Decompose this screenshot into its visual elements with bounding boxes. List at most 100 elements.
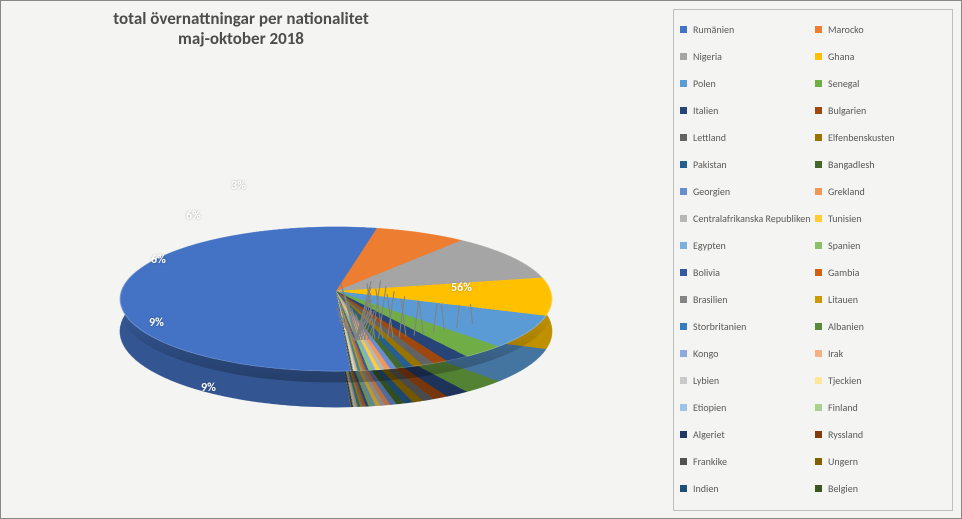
legend-item: Marocko xyxy=(815,16,946,43)
legend-swatch xyxy=(680,107,687,114)
legend-label: Lybien xyxy=(693,374,719,387)
legend-item: Algeriet xyxy=(680,421,811,448)
slice-pct-label: 9% xyxy=(149,316,164,330)
legend-swatch xyxy=(680,134,687,141)
legend-label: Irak xyxy=(828,347,843,360)
legend-label: Albanien xyxy=(828,320,864,333)
legend-label: Algeriet xyxy=(693,428,725,441)
legend-item: Grekland xyxy=(815,178,946,205)
legend-item: Litauen xyxy=(815,286,946,313)
legend-swatch xyxy=(680,377,687,384)
legend-swatch xyxy=(680,26,687,33)
legend-label: Jordanien xyxy=(828,509,868,511)
legend-swatch xyxy=(815,53,822,60)
pie-chart: 56%9%9%6%6%3% xyxy=(41,71,651,501)
legend-label: Egypten xyxy=(693,239,726,252)
legend-item: Kongo xyxy=(680,340,811,367)
legend-label: Georgien xyxy=(693,185,730,198)
legend-item: Lettland xyxy=(680,124,811,151)
legend-label: Holland xyxy=(693,509,724,511)
legend-swatch xyxy=(815,431,822,438)
legend-label: Nigeria xyxy=(693,50,722,63)
legend-swatch xyxy=(680,80,687,87)
pie-3d-wrap: 56%9%9%6%6%3% xyxy=(121,91,551,471)
legend-item: Ghana xyxy=(815,43,946,70)
legend-swatch xyxy=(680,188,687,195)
legend-swatch xyxy=(815,458,822,465)
legend-swatch xyxy=(815,188,822,195)
legend-label: Frankike xyxy=(693,455,727,468)
legend-item: Bolivia xyxy=(680,259,811,286)
legend-swatch xyxy=(815,485,822,492)
legend-swatch xyxy=(680,269,687,276)
legend-label: Ungern xyxy=(828,455,858,468)
legend-item: Gambia xyxy=(815,259,946,286)
legend-label: Bolivia xyxy=(693,266,720,279)
legend-swatch xyxy=(680,404,687,411)
legend-item: Indien xyxy=(680,475,811,502)
legend-item: Egypten xyxy=(680,232,811,259)
legend-label: Tunisien xyxy=(828,212,862,225)
legend-item: Italien xyxy=(680,97,811,124)
legend-label: Etiopien xyxy=(693,401,726,414)
legend-swatch xyxy=(680,53,687,60)
legend-item: Bangadlesh xyxy=(815,151,946,178)
legend-label: Finland xyxy=(828,401,858,414)
slice-pct-label: 6% xyxy=(186,209,201,223)
legend-swatch xyxy=(815,323,822,330)
legend-label: Rumänien xyxy=(693,23,734,36)
legend-item: Ungern xyxy=(815,448,946,475)
legend-label: Grekland xyxy=(828,185,865,198)
legend-item: Georgien xyxy=(680,178,811,205)
legend-swatch xyxy=(815,80,822,87)
legend-swatch xyxy=(680,161,687,168)
legend-label: Litauen xyxy=(828,293,858,306)
legend-label: Storbritanien xyxy=(693,320,746,333)
legend-swatch xyxy=(680,296,687,303)
legend-swatch xyxy=(680,485,687,492)
legend-label: Senegal xyxy=(828,77,859,90)
legend-swatch xyxy=(815,242,822,249)
legend-swatch xyxy=(680,323,687,330)
legend-item: Brasilien xyxy=(680,286,811,313)
title-line-2: maj-oktober 2018 xyxy=(41,29,441,49)
legend-label: Brasilien xyxy=(693,293,728,306)
legend-item: Belgien xyxy=(815,475,946,502)
legend-swatch xyxy=(680,215,687,222)
legend-swatch xyxy=(815,26,822,33)
legend-label: Marocko xyxy=(828,23,864,36)
legend-swatch xyxy=(815,404,822,411)
legend-label: Italien xyxy=(693,104,718,117)
legend-swatch xyxy=(680,242,687,249)
legend-item: Ryssland xyxy=(815,421,946,448)
legend-label: Centralafrikanska Republiken xyxy=(693,212,811,225)
legend-label: Indien xyxy=(693,482,719,495)
slice-pct-label: 6% xyxy=(151,253,166,267)
legend-swatch xyxy=(815,134,822,141)
legend-swatch xyxy=(680,431,687,438)
legend-label: Spanien xyxy=(828,239,860,252)
legend-item: Lybien xyxy=(680,367,811,394)
legend-label: Ryssland xyxy=(828,428,863,441)
legend-item: Frankike xyxy=(680,448,811,475)
legend-label: Kongo xyxy=(693,347,718,360)
legend-item: Tjeckien xyxy=(815,367,946,394)
legend-label: Elfenbenskusten xyxy=(828,131,895,144)
legend-item: Pakistan xyxy=(680,151,811,178)
legend-label: Ghana xyxy=(828,50,854,63)
legend-label: Belgien xyxy=(828,482,858,495)
legend-item: Senegal xyxy=(815,70,946,97)
legend-swatch xyxy=(815,296,822,303)
legend-label: Polen xyxy=(693,77,716,90)
legend-swatch xyxy=(680,458,687,465)
legend-item: Nigeria xyxy=(680,43,811,70)
legend-swatch xyxy=(680,350,687,357)
legend-swatch xyxy=(815,161,822,168)
slice-pct-label: 56% xyxy=(451,281,472,295)
legend-swatch xyxy=(815,107,822,114)
legend-label: Tjeckien xyxy=(828,374,862,387)
chart-frame: total övernattningar per nationalitet ma… xyxy=(0,0,962,519)
legend-label: Bangadlesh xyxy=(828,158,874,171)
slice-pct-label: 9% xyxy=(201,381,216,395)
chart-title: total övernattningar per nationalitet ma… xyxy=(41,9,441,50)
